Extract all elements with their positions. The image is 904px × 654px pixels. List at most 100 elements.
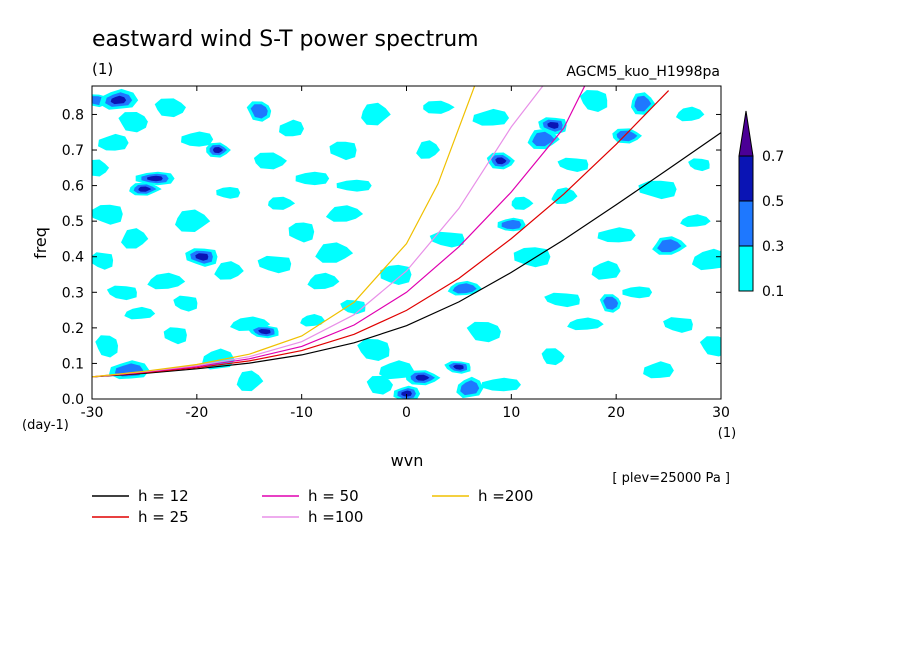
y-tick-label: 0.0 bbox=[62, 392, 84, 408]
y-tick-label: 0.8 bbox=[62, 107, 84, 123]
contour-patch bbox=[453, 364, 464, 370]
plot-area bbox=[91, 85, 722, 400]
contour-patch bbox=[124, 306, 156, 320]
contour-patch bbox=[253, 152, 287, 170]
contour-patch bbox=[481, 377, 521, 392]
contour-patch bbox=[541, 348, 565, 366]
contour-patch bbox=[98, 133, 129, 151]
contour-patch bbox=[95, 335, 118, 358]
y-tick-label: 0.2 bbox=[62, 321, 84, 337]
contour-patch bbox=[675, 106, 705, 122]
x-tick-label: 20 bbox=[607, 405, 625, 421]
contour-patch bbox=[214, 261, 244, 280]
dispersion-curve bbox=[92, 86, 476, 378]
dispersion-curve bbox=[92, 86, 586, 378]
contour-patch bbox=[579, 90, 608, 112]
y-tick-label: 0.5 bbox=[62, 214, 84, 230]
contour-patch bbox=[699, 336, 721, 357]
model-label: AGCM5_kuo_H1998pa bbox=[566, 64, 720, 80]
contour-patch bbox=[379, 360, 414, 380]
contour-patch bbox=[236, 370, 264, 392]
contour-patch bbox=[92, 204, 123, 225]
contour-field bbox=[92, 88, 721, 399]
x-axis-units: (1) bbox=[718, 426, 736, 441]
contour-patch bbox=[663, 317, 693, 333]
contour-patch bbox=[361, 102, 391, 126]
colorbar-segment bbox=[738, 200, 754, 247]
contour-patch bbox=[121, 228, 149, 249]
y-axis-units: (day-1) bbox=[22, 418, 69, 433]
contour-patch bbox=[501, 219, 522, 230]
contour-patch bbox=[325, 205, 364, 222]
contour-patch bbox=[680, 214, 711, 227]
y-tick-label: 0.6 bbox=[62, 179, 84, 195]
y-tick-label: 0.3 bbox=[62, 285, 84, 301]
contour-patch bbox=[567, 317, 604, 331]
colorbar: 0.1 0.3 0.5 0.7 bbox=[738, 110, 784, 300]
contour-patch bbox=[173, 295, 198, 312]
dispersion-curve bbox=[92, 90, 670, 378]
colorbar-segment bbox=[738, 245, 754, 292]
x-tick-label: -10 bbox=[290, 405, 313, 421]
contour-patch bbox=[657, 239, 682, 253]
contour-patch bbox=[380, 264, 412, 285]
contour-patch bbox=[416, 140, 440, 159]
contour-patch bbox=[213, 147, 224, 154]
x-axis-label: wvn bbox=[391, 451, 424, 470]
contour-patch bbox=[279, 119, 304, 137]
contour-patch bbox=[429, 231, 465, 248]
level-note: [ plev=25000 Pa ] bbox=[612, 471, 730, 486]
legend-label: h =100 bbox=[308, 508, 363, 526]
contour-patch bbox=[688, 158, 710, 172]
contour-patch bbox=[544, 292, 580, 308]
x-tick-label: 30 bbox=[712, 405, 730, 421]
contour-patch bbox=[638, 180, 677, 200]
contour-patch bbox=[92, 159, 110, 177]
contour-patch bbox=[634, 95, 652, 112]
dispersion-curve bbox=[92, 86, 544, 378]
chart-units: (1) bbox=[92, 60, 113, 78]
legend-label: h =200 bbox=[478, 487, 533, 505]
contour-patch bbox=[547, 122, 559, 129]
y-tick-label: 0.4 bbox=[62, 250, 84, 266]
contour-patch bbox=[163, 327, 187, 345]
contour-patch bbox=[147, 175, 163, 182]
y-axis-label: freq bbox=[31, 227, 50, 259]
contour-patch bbox=[268, 196, 296, 210]
contour-patch bbox=[532, 131, 555, 147]
contour-patch bbox=[401, 390, 412, 397]
contour-patch bbox=[415, 374, 430, 381]
legend-label: h = 12 bbox=[138, 487, 189, 505]
contour-patch bbox=[92, 252, 114, 270]
contour-patch bbox=[597, 227, 636, 243]
x-tick-label: 0 bbox=[402, 405, 411, 421]
contour-patch bbox=[195, 253, 209, 261]
contour-patch bbox=[472, 108, 510, 126]
contour-patch bbox=[106, 285, 137, 301]
contour-patch bbox=[340, 299, 366, 315]
contour-patch bbox=[295, 171, 330, 186]
contour-patch bbox=[357, 338, 390, 361]
x-tick-label: -20 bbox=[185, 405, 208, 421]
contour-patch bbox=[452, 283, 477, 294]
colorbar-top-arrow bbox=[738, 110, 754, 157]
colorbar-label: 0.3 bbox=[762, 239, 784, 255]
colorbar-label: 0.1 bbox=[762, 284, 784, 300]
dispersion-curve bbox=[92, 132, 721, 378]
x-tick-label: -30 bbox=[81, 405, 104, 421]
colorbar-segment bbox=[738, 155, 754, 202]
contour-patch bbox=[557, 157, 589, 172]
contour-patch bbox=[495, 157, 507, 165]
dispersion-curves bbox=[92, 86, 721, 378]
contour-patch bbox=[691, 248, 721, 271]
contour-patch bbox=[591, 260, 621, 280]
contour-patch bbox=[154, 98, 186, 118]
contour-patch bbox=[336, 179, 372, 192]
y-tick-label: 0.1 bbox=[62, 356, 84, 372]
contour-patch bbox=[603, 296, 619, 310]
contour-patch bbox=[643, 361, 674, 379]
contour-patch bbox=[307, 272, 340, 290]
contour-patch bbox=[216, 187, 241, 199]
contour-patch bbox=[138, 186, 152, 192]
